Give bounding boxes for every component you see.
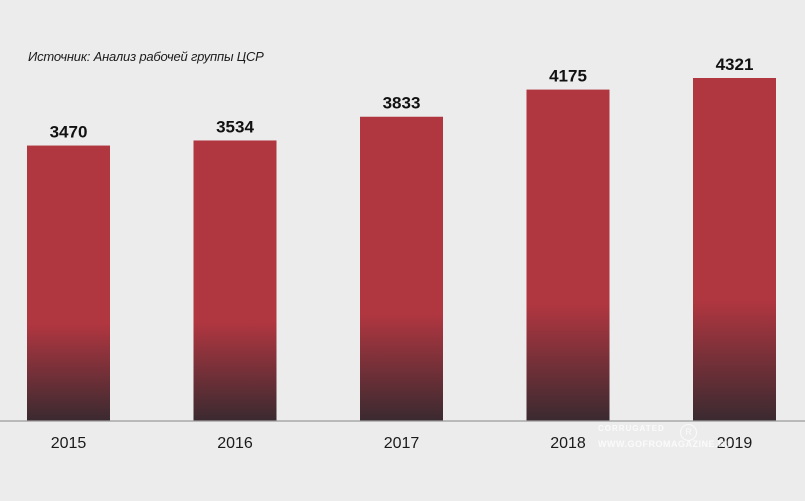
bar-2016: [193, 140, 277, 422]
x-tick-label-2019: 2019: [717, 435, 753, 452]
source-note: Источник: Анализ рабочей группы ЦСР: [28, 49, 264, 64]
bars-layer: [27, 78, 776, 422]
x-tick-label-2018: 2018: [550, 435, 586, 452]
x-tick-label-2017: 2017: [384, 435, 420, 452]
bar-2017: [360, 116, 443, 421]
x-tick-label-2016: 2016: [217, 435, 253, 452]
bar-2019: [693, 78, 776, 421]
value-label-2016: 3534: [216, 117, 254, 136]
x-tick-label-2015: 2015: [51, 435, 87, 452]
bar-2018: [526, 89, 610, 421]
bar-2015: [27, 145, 110, 421]
labels-layer: 3470 2015 3534 2016 3833 2017 4175 2018 4321 2019: [50, 55, 754, 452]
value-label-2018: 4175: [549, 67, 587, 86]
value-label-2019: 4321: [716, 55, 754, 74]
value-label-2015: 3470: [50, 123, 88, 142]
value-label-2017: 3833: [383, 94, 421, 113]
